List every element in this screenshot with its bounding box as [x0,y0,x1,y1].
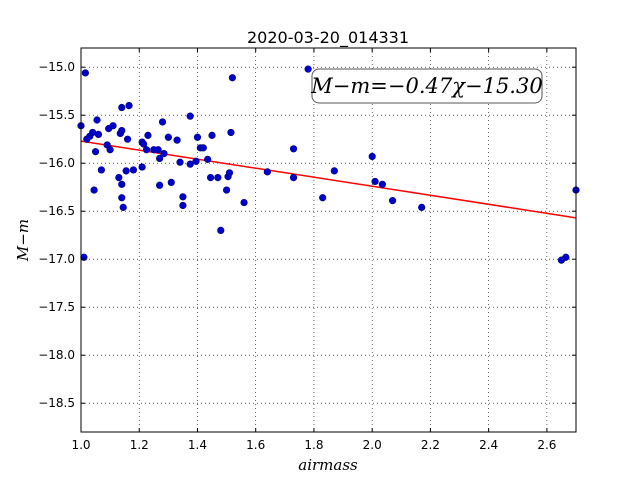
data-point [156,181,164,189]
data-point [118,180,126,188]
x-tick-label: 1.0 [71,438,90,452]
data-point [122,167,130,175]
data-point [91,148,100,156]
data-point [94,130,103,138]
data-point [142,146,151,154]
x-tick-label: 2.4 [479,438,498,452]
y-tick-label: −18.5 [38,396,75,410]
data-point [319,194,327,202]
data-point [129,166,138,174]
data-point [97,166,105,174]
data-point [118,126,126,135]
data-point [154,146,162,154]
x-tick-label: 1.4 [188,438,207,452]
data-point [179,201,187,210]
plot-frame [80,47,577,433]
fit-annotation-text: M−m=−0.47χ−15.30 [310,74,542,98]
data-point [289,174,298,182]
data-point [140,140,148,148]
data-point [123,135,132,143]
data-point [199,144,207,152]
data-point [90,186,98,194]
data-point [106,146,114,154]
y-tick-label: −16.5 [38,204,75,218]
data-point [118,103,126,112]
data-point [208,131,216,139]
data-point [193,133,202,141]
data-point [330,167,338,175]
data-point [562,253,570,261]
fit-annotation-box: M−m=−0.47χ−15.30 [310,68,543,104]
data-point [368,152,376,161]
data-point [179,193,187,201]
data-point [388,197,397,205]
data-point [176,158,184,166]
x-tick-label: 2.2 [421,438,440,452]
data-point [204,155,212,163]
x-tick-label: 1.2 [130,438,149,452]
data-point [173,136,181,144]
data-point [167,178,175,186]
data-point [93,116,101,124]
data-point [214,174,222,182]
x-tick-label: 2.6 [537,438,556,452]
data-point [304,65,312,73]
data-point [164,133,172,141]
x-tick-label: 1.8 [304,438,323,452]
data-point [81,69,89,77]
x-axis-label: airmass [298,456,358,474]
chart-title: 2020-03-20_014331 [247,28,409,48]
data-point [118,194,126,202]
x-tick-label: 1.6 [246,438,265,452]
data-point [144,131,152,139]
data-point [138,163,146,171]
data-point [206,174,215,182]
y-tick-label: −15.0 [38,60,75,74]
data-point [263,168,271,176]
data-point [156,154,164,162]
data-point [119,203,127,211]
y-tick-label: −18.0 [38,348,75,362]
data-point [125,101,133,110]
x-tick-label: 2.0 [363,438,382,452]
data-point [418,203,426,211]
data-point [371,177,379,186]
data-point [228,74,237,82]
data-point [186,160,194,168]
y-axis-label: M−m [14,219,32,262]
data-point [115,174,123,182]
data-point [217,226,225,234]
y-tick-label: −15.5 [38,108,75,122]
data-point [240,198,248,207]
data-point [186,112,194,120]
data-point [227,128,235,137]
data-point [109,122,117,130]
data-point [222,186,231,194]
data-point [192,157,200,165]
data-point [225,169,234,177]
x-tick-labels: 1.0 1.2 1.4 1.6 1.8 2.0 2.2 2.4 2.6 [71,438,556,452]
y-tick-label: −17.0 [38,252,75,266]
data-point [289,145,298,153]
y-tick-labels: −15.0 −15.5 −16.0 −16.5 −17.0 −17.5 −18.0 −18.5 [38,60,75,410]
grid [80,48,576,432]
tick-marks [80,48,576,432]
plot-background [81,48,576,432]
data-point [378,180,386,188]
y-tick-label: −17.5 [38,300,75,314]
y-tick-label: −16.0 [38,156,75,170]
data-point [158,118,167,126]
data-point [160,150,168,158]
